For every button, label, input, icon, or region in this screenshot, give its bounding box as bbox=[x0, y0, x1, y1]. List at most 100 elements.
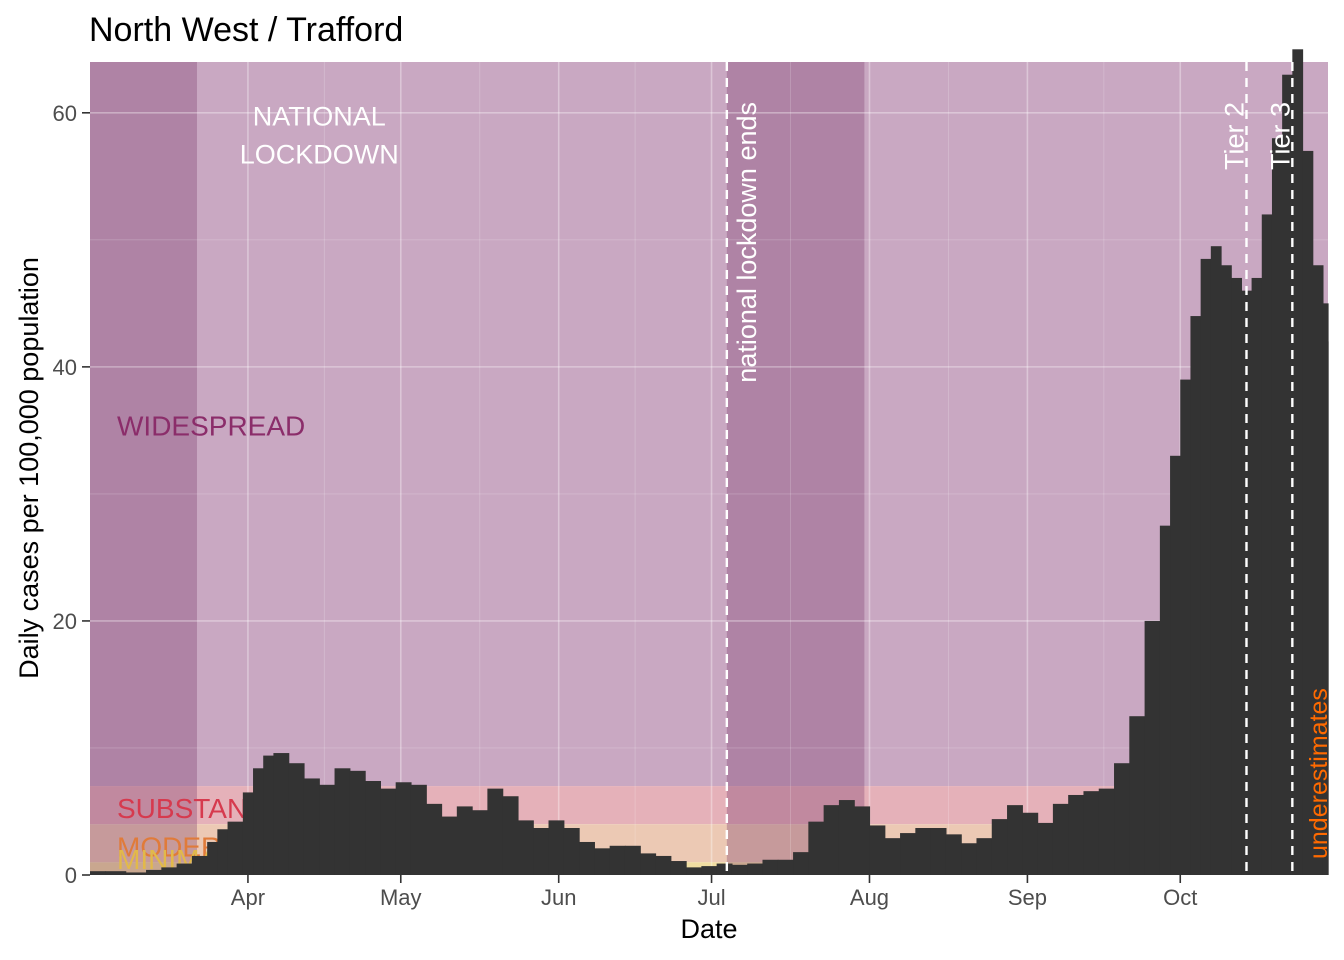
bar bbox=[227, 821, 244, 875]
bar bbox=[242, 792, 254, 875]
x-tick-label: Oct bbox=[1163, 885, 1197, 910]
bar bbox=[1322, 303, 1329, 875]
bar bbox=[609, 845, 626, 875]
bar bbox=[900, 833, 916, 875]
bar bbox=[1068, 794, 1085, 875]
bar bbox=[961, 843, 978, 875]
y-tick-label: 60 bbox=[53, 101, 77, 126]
bar bbox=[686, 867, 702, 875]
x-tick-label: Aug bbox=[850, 885, 889, 910]
bar bbox=[548, 820, 565, 875]
bar bbox=[1210, 246, 1222, 875]
event-lines bbox=[725, 62, 1294, 875]
bar bbox=[915, 827, 932, 875]
bar bbox=[716, 863, 733, 875]
bar bbox=[1098, 788, 1115, 875]
bar bbox=[90, 871, 106, 875]
bar bbox=[441, 816, 458, 875]
annotations: NATIONAL LOCKDOWN national lockdown ends Ti… bbox=[240, 102, 1333, 859]
bar bbox=[334, 768, 351, 875]
bar bbox=[395, 782, 412, 875]
bar bbox=[1144, 620, 1161, 875]
bar bbox=[1271, 138, 1283, 875]
x-tick-label: May bbox=[380, 885, 422, 910]
bar bbox=[288, 763, 305, 875]
bar bbox=[1231, 277, 1242, 875]
bar bbox=[1190, 316, 1202, 875]
annotation-national: NATIONAL bbox=[253, 102, 386, 132]
bar bbox=[624, 845, 641, 875]
bar bbox=[176, 863, 193, 875]
bar bbox=[991, 819, 1008, 875]
bar bbox=[456, 806, 473, 875]
bar bbox=[1052, 803, 1069, 875]
bar bbox=[263, 755, 275, 875]
bar bbox=[930, 827, 947, 875]
bar bbox=[253, 768, 264, 875]
bar bbox=[1170, 455, 1181, 875]
shaded-periods bbox=[90, 62, 865, 875]
bar bbox=[762, 859, 779, 875]
bar bbox=[1292, 49, 1304, 875]
bar bbox=[1251, 277, 1263, 875]
bar bbox=[1114, 763, 1130, 875]
bar bbox=[640, 853, 657, 875]
band-label-widespread: WIDESPREAD bbox=[117, 410, 305, 441]
y-tick-label: 20 bbox=[53, 609, 77, 634]
bar bbox=[1221, 265, 1232, 875]
bar bbox=[854, 806, 871, 875]
bar bbox=[884, 838, 901, 875]
bar bbox=[303, 778, 320, 875]
bar bbox=[1328, 341, 1329, 875]
bar bbox=[1282, 74, 1293, 875]
bar bbox=[1007, 805, 1023, 875]
bar bbox=[579, 841, 595, 875]
shaded-period-1 bbox=[90, 62, 197, 875]
bar bbox=[1129, 716, 1146, 875]
bar bbox=[1302, 150, 1314, 875]
bar bbox=[808, 821, 825, 875]
bar bbox=[823, 805, 840, 875]
annotation-national-lockdown-ends: national lockdown ends bbox=[732, 102, 762, 383]
bar bbox=[161, 867, 178, 875]
chart-title: North West / Trafford bbox=[89, 11, 403, 49]
axes: 0 20 40 60 Apr May Jun Jul Aug Sep Oct bbox=[53, 101, 1198, 910]
bar bbox=[1159, 525, 1171, 875]
bar bbox=[945, 834, 962, 875]
bar bbox=[410, 784, 427, 875]
bar bbox=[976, 838, 993, 875]
x-tick-label: Jun bbox=[541, 885, 576, 910]
bar bbox=[1083, 791, 1100, 875]
y-axis-title: Daily cases per 100,000 population bbox=[14, 257, 44, 679]
bar bbox=[563, 827, 580, 875]
bar bbox=[1261, 214, 1273, 875]
annotation-lockdown: LOCKDOWN bbox=[240, 140, 399, 170]
bar bbox=[1022, 812, 1039, 875]
band-widespread bbox=[90, 62, 1328, 787]
bar bbox=[869, 825, 886, 875]
bar bbox=[217, 829, 229, 875]
bar bbox=[670, 861, 687, 875]
bar bbox=[517, 820, 534, 875]
bar bbox=[349, 770, 366, 875]
bar bbox=[533, 827, 550, 875]
bar bbox=[731, 864, 748, 875]
bar bbox=[472, 810, 488, 875]
bar bbox=[502, 796, 519, 875]
annotation-underestimates: underestimates bbox=[1305, 688, 1333, 859]
bar bbox=[701, 866, 718, 875]
x-axis-title: Date bbox=[680, 914, 737, 944]
bar bbox=[1037, 822, 1054, 875]
bar bbox=[207, 841, 218, 875]
bar bbox=[487, 788, 504, 875]
x-tick-label: Jul bbox=[697, 885, 725, 910]
bar bbox=[273, 753, 290, 875]
bar bbox=[747, 863, 764, 875]
bar bbox=[1200, 258, 1212, 875]
bar bbox=[380, 788, 397, 875]
x-tick-label: Sep bbox=[1008, 885, 1047, 910]
bar bbox=[655, 855, 672, 875]
bar bbox=[1312, 265, 1324, 875]
bar bbox=[105, 871, 127, 875]
